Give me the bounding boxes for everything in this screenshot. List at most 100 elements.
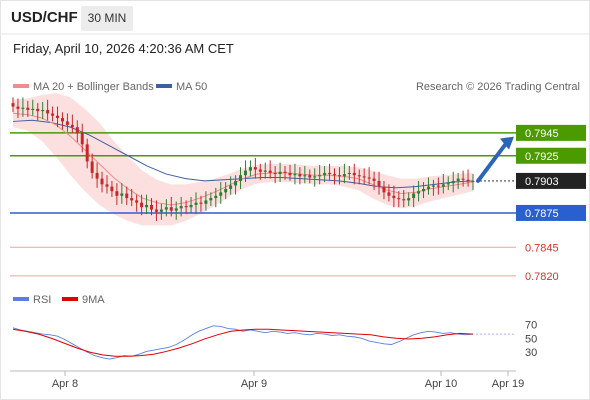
candle-body [471,180,475,182]
candle-body [347,172,351,175]
level-label-0.7820: 0.7820 [525,271,559,283]
candle-body [174,208,178,211]
candle-body [407,198,411,201]
candle-body [194,202,198,205]
candle-body [224,188,228,193]
last-price-tag [516,172,586,189]
rsi-legend-swatch [13,297,29,301]
candle-body [120,193,124,196]
candle-body [154,209,158,212]
candle-body [46,110,50,114]
candle-body [387,192,391,196]
ma9-legend-label: 9MA [82,294,105,306]
candle-body [65,121,69,125]
candle-body [219,192,223,196]
candle-body [184,206,188,208]
candle-body [164,207,168,210]
candle-body [422,188,426,192]
candle-body [392,195,396,199]
candle-body [466,179,470,181]
candle-body [253,167,257,170]
level-label-0.7945: 0.7945 [525,128,559,140]
level-tag-0.7945 [516,124,586,141]
candle-body [436,185,440,187]
forecast-arrow-shaft [476,141,508,183]
candle-body [243,170,247,176]
candle-body [149,204,153,210]
candle-body [451,180,455,184]
candle-body [402,199,406,201]
candle-body [313,176,317,178]
forecast-arrow-head [500,136,514,150]
candle-body [21,107,25,109]
candle-body [209,198,213,201]
x-tick-label: Apr 10 [425,378,457,390]
ma20-legend-label: MA 20 + Bollinger Bands [33,81,154,93]
candle-body [135,200,139,203]
candle-body [234,180,238,186]
candle-body [461,178,465,180]
candle-body [263,170,267,172]
candle-body [308,175,312,178]
candle-body [456,178,460,181]
candle-body [169,207,173,211]
candle-body [426,186,430,189]
rsi-legend-label: RSI [33,294,51,306]
ma20-legend-swatch [13,84,29,88]
candle-body [412,193,416,199]
candle-body [258,169,262,172]
candle-body [278,171,282,175]
ma9-legend-swatch [62,297,78,301]
chart-datetime: Friday, April 10, 2026 4:20:36 AM CET [13,41,234,56]
ma20-line [12,112,474,206]
candle-body [100,178,104,185]
level-label-0.7875: 0.7875 [525,208,559,220]
level-label-0.7845: 0.7845 [525,242,559,254]
candle-body [16,106,20,109]
candle-body [60,118,64,122]
price-legend: MA 20 + Bollinger Bands MA 50 Research ©… [13,81,580,93]
candle-body [446,183,450,185]
candle-body [145,204,149,208]
x-tick-label: Apr 8 [52,378,78,390]
candle-body [357,175,361,177]
candle-body [140,202,144,208]
candle-body [189,204,193,208]
rsi-line [12,325,474,360]
x-tick-label: Apr 19 [492,378,524,390]
candle-body [372,178,376,181]
level-tag-0.7875 [516,204,586,221]
candle-body [125,193,129,199]
candle-body [417,191,421,194]
ma50-legend-swatch [156,84,172,88]
research-credit: Research © 2026 Trading Central [416,81,580,93]
bollinger-band [13,92,473,226]
last-price-label: 0.7903 [525,176,559,188]
candle-body [441,184,445,187]
candle-body [130,198,134,201]
candle-body [41,110,45,112]
candle-body [110,186,114,192]
candle-body [362,176,366,178]
candle-body [328,172,332,175]
candle-body [11,103,15,107]
candle-body [36,108,40,112]
candle-body [85,144,89,162]
candle-body [214,195,218,199]
candle-body [70,124,74,128]
candle-body [199,202,203,204]
candle-body [342,174,346,177]
x-axis: Apr 8 Apr 9 Apr 10 Apr 19 [52,371,524,390]
candle-body [75,127,79,133]
candle-body [288,172,292,176]
candle-body [377,180,381,187]
candle-body [293,174,297,176]
candle-body [179,206,183,209]
candle-body [323,172,327,176]
candle-body [367,177,371,179]
rsi-tick-50: 50 [525,333,537,345]
chart-header: USD/CHF 30 MIN [0,0,590,34]
candle-body [273,172,277,175]
timeframe-button[interactable]: 30 MIN [81,6,133,31]
